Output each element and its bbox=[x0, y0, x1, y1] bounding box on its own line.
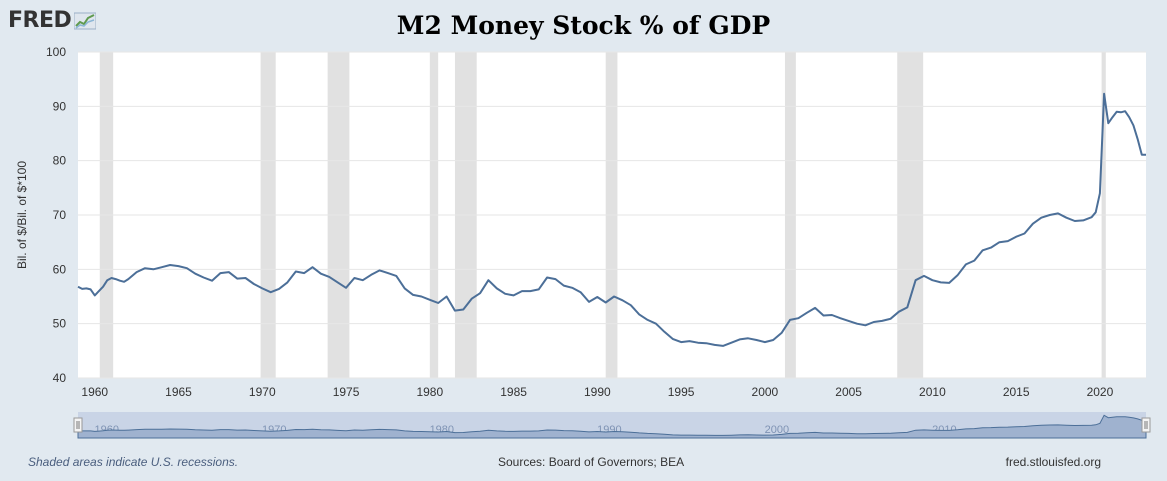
navigator-series bbox=[77, 414, 1147, 439]
x-tick-label: 2015 bbox=[1003, 385, 1030, 399]
y-tick-label: 50 bbox=[53, 317, 67, 331]
navigator-left-handle[interactable] bbox=[73, 417, 83, 433]
navigator-right-handle[interactable] bbox=[1141, 417, 1151, 433]
x-tick-label: 1965 bbox=[165, 385, 192, 399]
x-tick-label: 1980 bbox=[416, 385, 443, 399]
y-tick-label: 90 bbox=[53, 99, 67, 113]
series-line bbox=[77, 92, 1146, 347]
fred-logo[interactable]: FRED bbox=[8, 8, 97, 33]
x-tick-label: 2010 bbox=[919, 385, 946, 399]
logo-text: FRED bbox=[8, 8, 72, 33]
x-tick-label: 2000 bbox=[752, 385, 779, 399]
x-tick-label: 1995 bbox=[668, 385, 695, 399]
y-tick-label: 60 bbox=[53, 262, 67, 276]
navigator-tick-label: 2000 bbox=[765, 424, 789, 436]
chart-trend-icon bbox=[74, 12, 97, 29]
site-link[interactable]: fred.stlouisfed.org bbox=[1005, 455, 1101, 469]
y-tick-label: 80 bbox=[53, 154, 67, 168]
y-tick-label: 100 bbox=[46, 45, 66, 59]
x-tick-label: 1990 bbox=[584, 385, 611, 399]
x-tick-label: 2020 bbox=[1087, 385, 1114, 399]
x-axis-ticks: 1960 1965 1970 1975 1980 1985 1990 1995 2000 2005… bbox=[81, 385, 1113, 399]
x-tick-label: 1975 bbox=[333, 385, 360, 399]
x-tick-label: 1985 bbox=[500, 385, 527, 399]
gridlines bbox=[78, 51, 1146, 379]
x-tick-label: 2005 bbox=[835, 385, 862, 399]
range-navigator[interactable]: 1960197019801990200020102020 bbox=[73, 412, 1151, 439]
y-axis-label: Bil. of $/Bil. of $*100 bbox=[15, 161, 29, 269]
sources-text: Sources: Board of Governors; BEA bbox=[498, 455, 685, 469]
x-tick-label: 1960 bbox=[81, 385, 108, 399]
x-tick-label: 1970 bbox=[249, 385, 276, 399]
y-tick-label: 70 bbox=[53, 208, 67, 222]
series-line-group bbox=[77, 92, 1146, 347]
y-tick-label: 40 bbox=[53, 371, 67, 385]
y-axis-ticks: 40 50 60 70 80 90 100 bbox=[46, 45, 66, 385]
recession-note: Shaded areas indicate U.S. recessions. bbox=[28, 455, 239, 469]
chart-title: M2 Money Stock % of GDP bbox=[396, 11, 771, 40]
